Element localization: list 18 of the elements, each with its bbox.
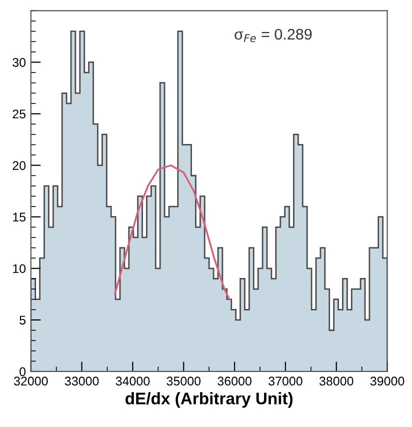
x-tick-label: 34000: [116, 376, 150, 386]
x-axis-title: dE/dx (Arbitrary Unit): [126, 392, 293, 408]
x-tick-label: 36000: [218, 376, 252, 386]
x-tick-label: 39000: [370, 376, 404, 386]
y-tick-label: 15: [13, 212, 26, 222]
x-tick-label: 33000: [64, 376, 99, 386]
y-tick-label: 20: [12, 161, 26, 170]
x-tick-label: 37000: [268, 376, 302, 386]
y-tick-label: 25: [12, 110, 26, 118]
y-tick-label: 0: [20, 367, 26, 376]
x-tick-label: 38000: [319, 376, 354, 386]
x-tick-label: 35000: [166, 376, 201, 386]
annotation: σ$_{Fe}$ = 0.289: [234, 28, 312, 42]
line-series: [114, 164, 230, 300]
y-tick-label: 10: [13, 264, 26, 274]
y-tick-label: 30: [12, 58, 26, 67]
y-tick-label: 5: [20, 316, 26, 325]
x-tick-label: 32000: [14, 376, 48, 386]
